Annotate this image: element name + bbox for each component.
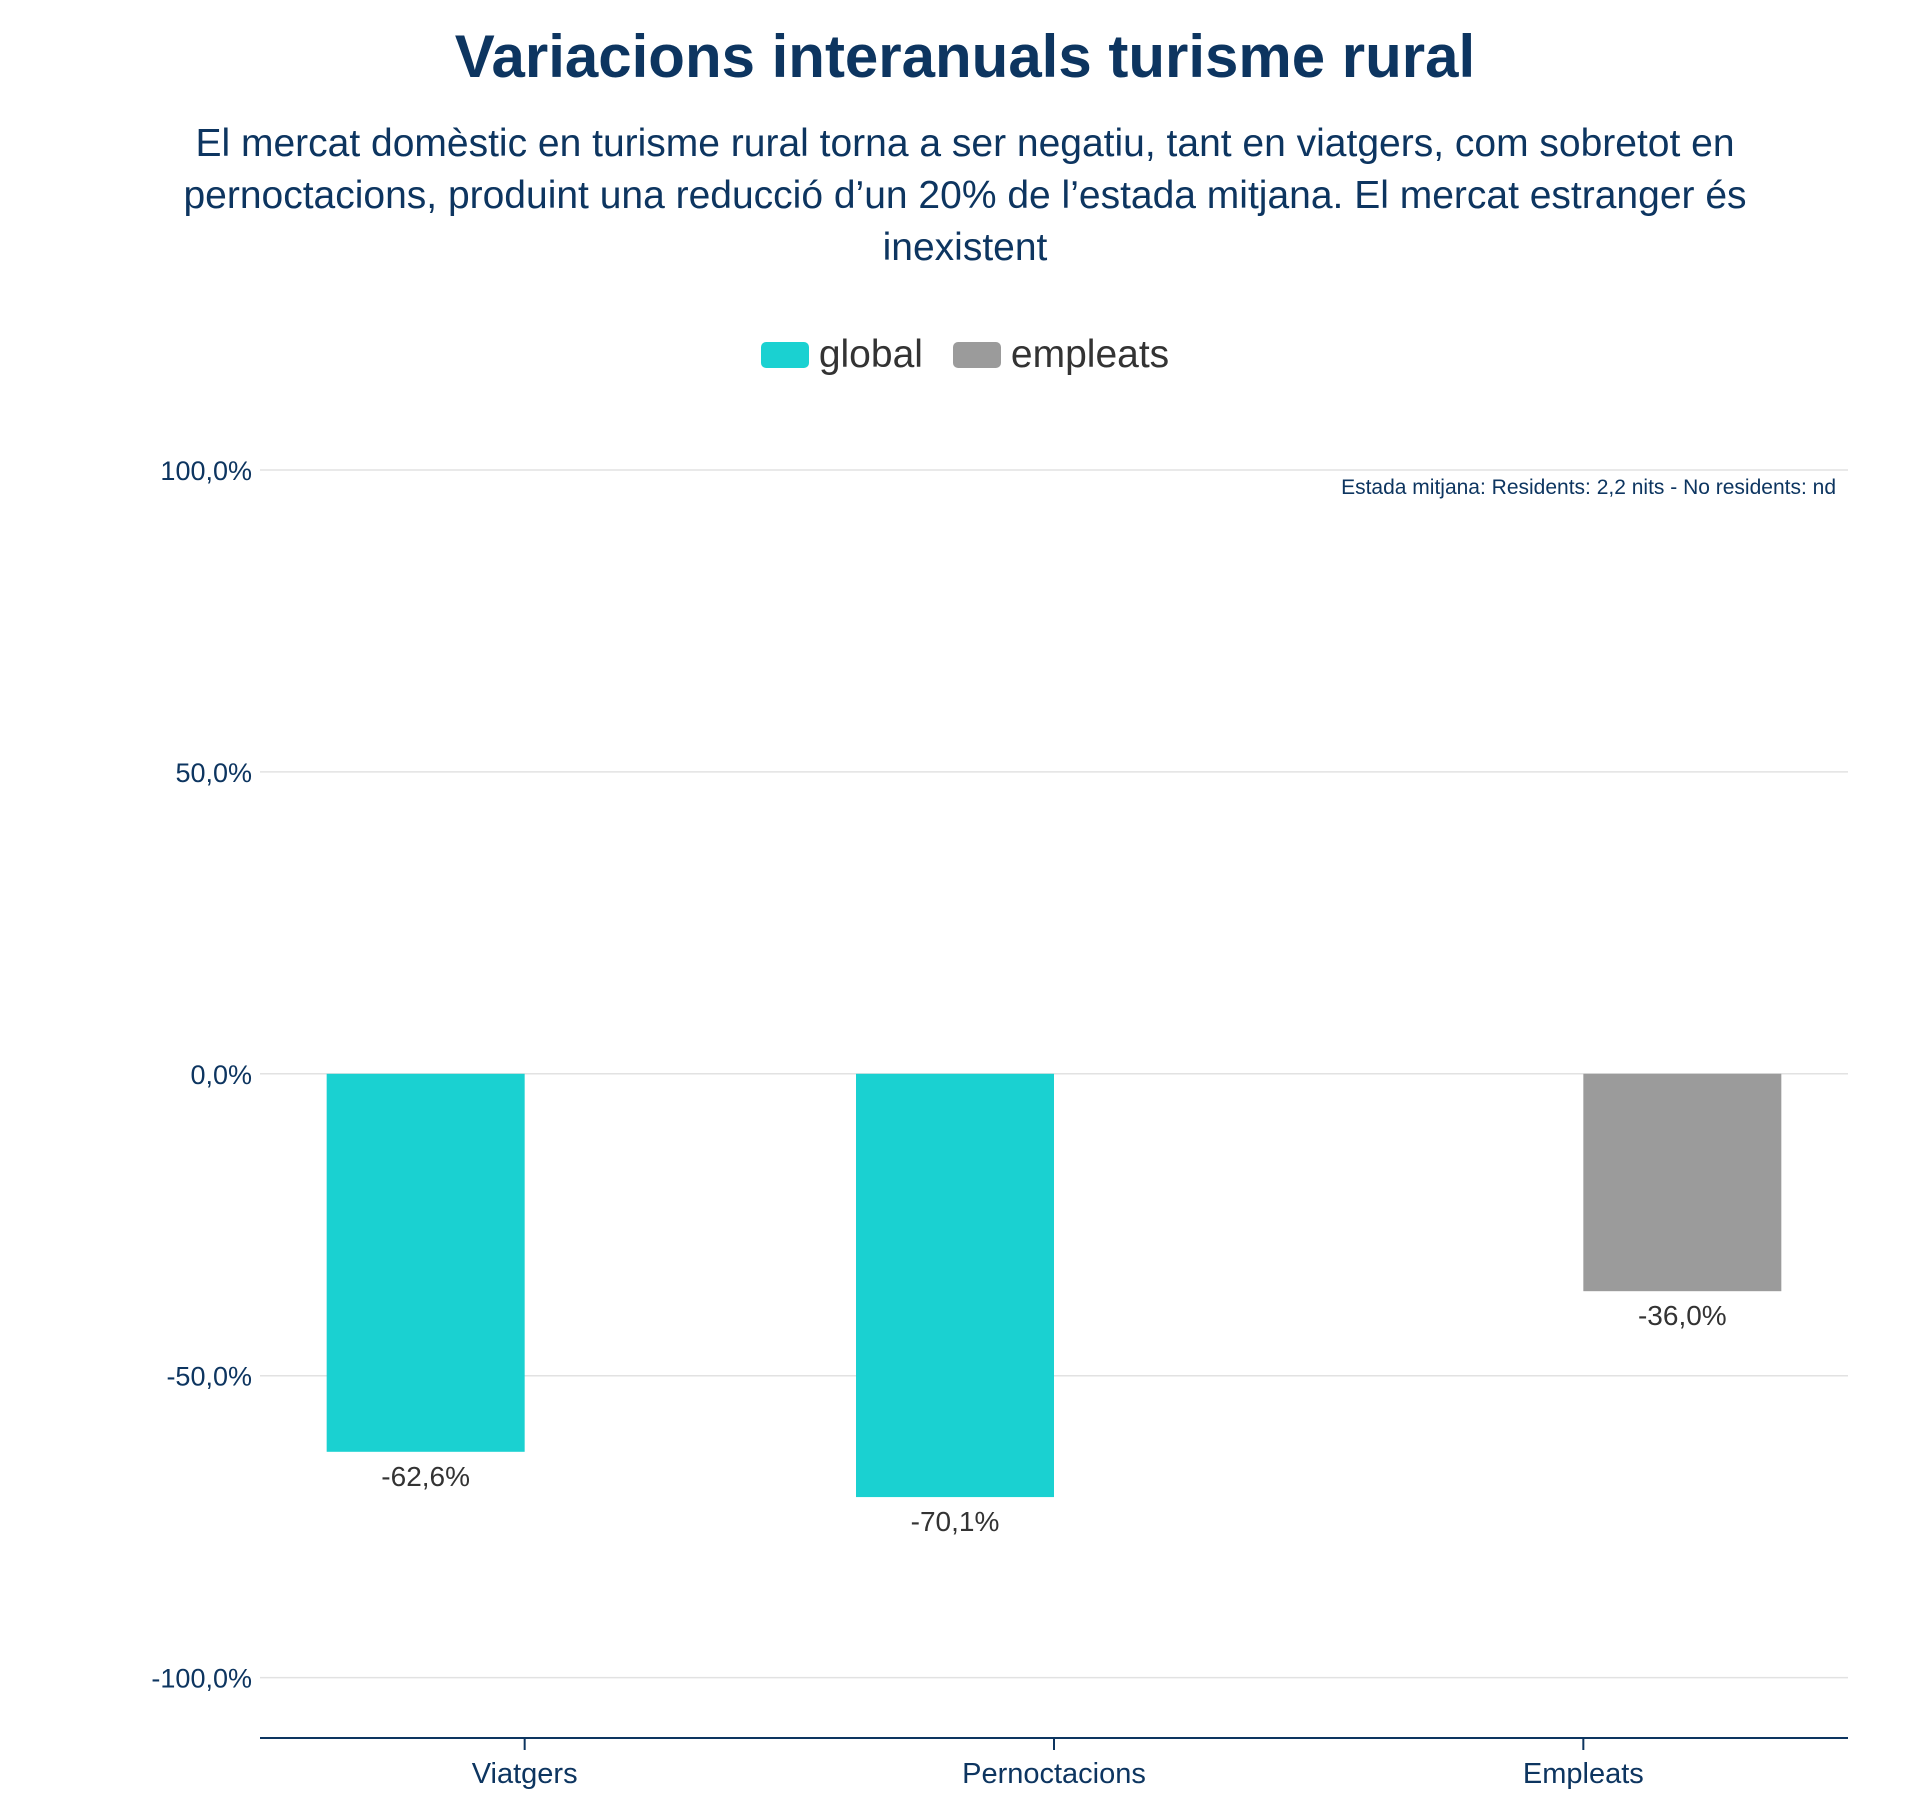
chart-annotation: Estada mitjana: Residents: 2,2 nits - No… <box>1341 476 1836 499</box>
chart-title: Variacions interanuals turisme rural <box>454 23 1476 90</box>
y-tick-label: 50,0% <box>175 758 252 788</box>
bar-empleats <box>1583 1073 1782 1292</box>
legend-label-empleats: empleats <box>1010 333 1170 376</box>
legend-swatch-empleats <box>952 342 1001 368</box>
y-tick-label: -100,0% <box>151 1664 252 1694</box>
bar-global <box>856 1073 1054 1498</box>
data-label: -36,0% <box>1638 1300 1727 1331</box>
data-label: -62,6% <box>381 1461 470 1492</box>
legend-item-empleats[interactable]: empleats <box>952 333 1170 377</box>
legend-swatch-global <box>760 342 809 368</box>
y-tick-label: 100,0% <box>160 456 252 486</box>
x-tick-label: Empleats <box>1523 1758 1644 1790</box>
legend: global empleats <box>0 333 1930 377</box>
legend-label-global: global <box>818 333 923 376</box>
legend-item-global[interactable]: global <box>760 333 923 377</box>
y-tick-label: -50,0% <box>166 1362 252 1392</box>
bar-global <box>326 1073 525 1452</box>
chart-subtitle: El mercat domèstic en turisme rural torn… <box>183 122 1747 269</box>
x-tick-label: Pernoctacions <box>962 1758 1146 1790</box>
x-tick-label: Viatgers <box>472 1758 578 1790</box>
y-tick-label: 0,0% <box>190 1060 252 1090</box>
data-label: -70,1% <box>911 1506 1000 1537</box>
